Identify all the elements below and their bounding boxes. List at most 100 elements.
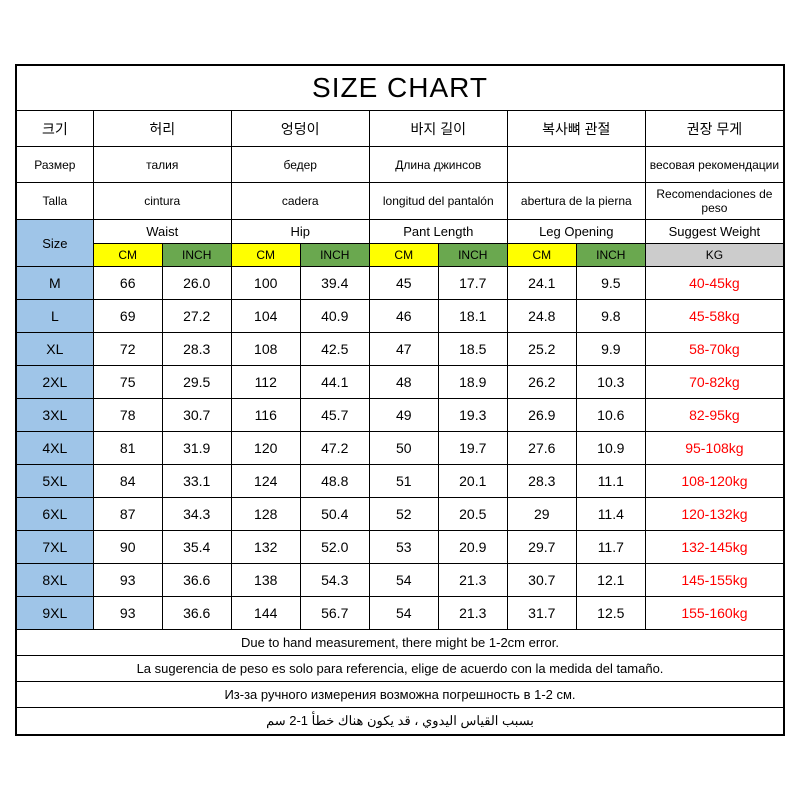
hdr-ru-weight: весовая рекомендации [645, 147, 783, 183]
table-row: 5XL8433.112448.85120.128.311.1108-120kg [17, 465, 784, 498]
cell-waist-in: 34.3 [162, 498, 231, 531]
cell-waist-cm: 72 [93, 333, 162, 366]
hdr-en-hip: Hip [231, 220, 369, 244]
footnote-0: Due to hand measurement, there might be … [17, 630, 784, 656]
cell-leg-in: 9.8 [576, 300, 645, 333]
table-row: 3XL7830.711645.74919.326.910.682-95kg [17, 399, 784, 432]
cell-weight: 120-132kg [645, 498, 783, 531]
cell-len-cm: 50 [369, 432, 438, 465]
cell-waist-cm: 78 [93, 399, 162, 432]
hdr-ko-weight: 권장 무게 [645, 111, 783, 147]
hdr-ko-waist: 허리 [93, 111, 231, 147]
cell-leg-in: 10.3 [576, 366, 645, 399]
hdr-en-waist: Waist [93, 220, 231, 244]
cell-waist-in: 29.5 [162, 366, 231, 399]
cell-hip-cm: 108 [231, 333, 300, 366]
table-row: M6626.010039.44517.724.19.540-45kg [17, 267, 784, 300]
header-row-es: Talla cintura cadera longitud del pantal… [17, 183, 784, 220]
cell-len-cm: 53 [369, 531, 438, 564]
cell-leg-in: 12.1 [576, 564, 645, 597]
header-row-ko: 크기 허리 엉덩이 바지 길이 복사뼈 관절 권장 무게 [17, 111, 784, 147]
cell-weight: 155-160kg [645, 597, 783, 630]
cell-hip-in: 52.0 [300, 531, 369, 564]
hdr-ru-waist: талия [93, 147, 231, 183]
unit-hip-in: INCH [300, 244, 369, 267]
cell-len-in: 19.3 [438, 399, 507, 432]
cell-weight: 45-58kg [645, 300, 783, 333]
hdr-ru-hip: бедер [231, 147, 369, 183]
cell-leg-in: 9.5 [576, 267, 645, 300]
cell-size: 7XL [17, 531, 94, 564]
cell-hip-in: 50.4 [300, 498, 369, 531]
table-row: 9XL9336.614456.75421.331.712.5155-160kg [17, 597, 784, 630]
unit-waist-in: INCH [162, 244, 231, 267]
unit-waist-cm: CM [93, 244, 162, 267]
cell-leg-cm: 31.7 [507, 597, 576, 630]
cell-waist-cm: 93 [93, 597, 162, 630]
hdr-en-size: Size [17, 220, 94, 267]
cell-hip-cm: 116 [231, 399, 300, 432]
cell-waist-in: 36.6 [162, 597, 231, 630]
cell-hip-cm: 100 [231, 267, 300, 300]
cell-waist-cm: 69 [93, 300, 162, 333]
hdr-ko-length: 바지 길이 [369, 111, 507, 147]
unit-hip-cm: CM [231, 244, 300, 267]
cell-weight: 108-120kg [645, 465, 783, 498]
cell-hip-cm: 138 [231, 564, 300, 597]
unit-kg: KG [645, 244, 783, 267]
cell-waist-cm: 90 [93, 531, 162, 564]
cell-leg-cm: 26.2 [507, 366, 576, 399]
cell-waist-cm: 75 [93, 366, 162, 399]
table-row: 8XL9336.613854.35421.330.712.1145-155kg [17, 564, 784, 597]
cell-waist-in: 28.3 [162, 333, 231, 366]
hdr-es-length: longitud del pantalón [369, 183, 507, 220]
cell-size: M [17, 267, 94, 300]
cell-size: 2XL [17, 366, 94, 399]
hdr-ko-leg: 복사뼈 관절 [507, 111, 645, 147]
cell-len-cm: 54 [369, 597, 438, 630]
hdr-es-hip: cadera [231, 183, 369, 220]
cell-hip-cm: 132 [231, 531, 300, 564]
cell-len-in: 21.3 [438, 564, 507, 597]
cell-waist-cm: 84 [93, 465, 162, 498]
cell-len-in: 18.5 [438, 333, 507, 366]
cell-size: 4XL [17, 432, 94, 465]
cell-len-cm: 51 [369, 465, 438, 498]
size-chart-container: SIZE CHART 크기 허리 엉덩이 바지 길이 복사뼈 관절 권장 무게 … [15, 64, 785, 736]
hdr-ko-size: 크기 [17, 111, 94, 147]
cell-len-in: 17.7 [438, 267, 507, 300]
cell-leg-cm: 26.9 [507, 399, 576, 432]
hdr-es-weight: Recomendaciones de peso [645, 183, 783, 220]
cell-leg-cm: 29 [507, 498, 576, 531]
cell-weight: 132-145kg [645, 531, 783, 564]
hdr-en-leg: Leg Opening [507, 220, 645, 244]
cell-leg-in: 11.4 [576, 498, 645, 531]
cell-hip-in: 39.4 [300, 267, 369, 300]
cell-leg-in: 9.9 [576, 333, 645, 366]
cell-hip-in: 40.9 [300, 300, 369, 333]
cell-len-in: 20.5 [438, 498, 507, 531]
cell-size: 8XL [17, 564, 94, 597]
cell-hip-cm: 104 [231, 300, 300, 333]
cell-size: 5XL [17, 465, 94, 498]
cell-hip-in: 48.8 [300, 465, 369, 498]
header-row-ru: Размер талия бедер Длина джинсов весовая… [17, 147, 784, 183]
cell-leg-in: 12.5 [576, 597, 645, 630]
cell-waist-cm: 87 [93, 498, 162, 531]
hdr-es-size: Talla [17, 183, 94, 220]
cell-leg-cm: 24.1 [507, 267, 576, 300]
cell-hip-in: 45.7 [300, 399, 369, 432]
hdr-ru-length: Длина джинсов [369, 147, 507, 183]
cell-waist-in: 35.4 [162, 531, 231, 564]
size-chart-table: SIZE CHART 크기 허리 엉덩이 바지 길이 복사뼈 관절 권장 무게 … [16, 65, 784, 735]
footnote-1: La sugerencia de peso es solo para refer… [17, 656, 784, 682]
table-row: XL7228.310842.54718.525.29.958-70kg [17, 333, 784, 366]
cell-size: L [17, 300, 94, 333]
cell-waist-in: 31.9 [162, 432, 231, 465]
cell-len-in: 18.9 [438, 366, 507, 399]
cell-hip-cm: 144 [231, 597, 300, 630]
cell-waist-cm: 93 [93, 564, 162, 597]
unit-row: CM INCH CM INCH CM INCH CM INCH KG [17, 244, 784, 267]
unit-len-in: INCH [438, 244, 507, 267]
cell-leg-in: 10.6 [576, 399, 645, 432]
